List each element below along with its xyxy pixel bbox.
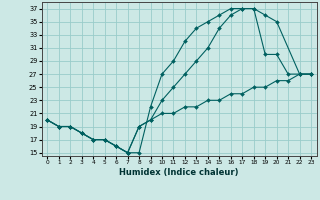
X-axis label: Humidex (Indice chaleur): Humidex (Indice chaleur) [119,168,239,177]
